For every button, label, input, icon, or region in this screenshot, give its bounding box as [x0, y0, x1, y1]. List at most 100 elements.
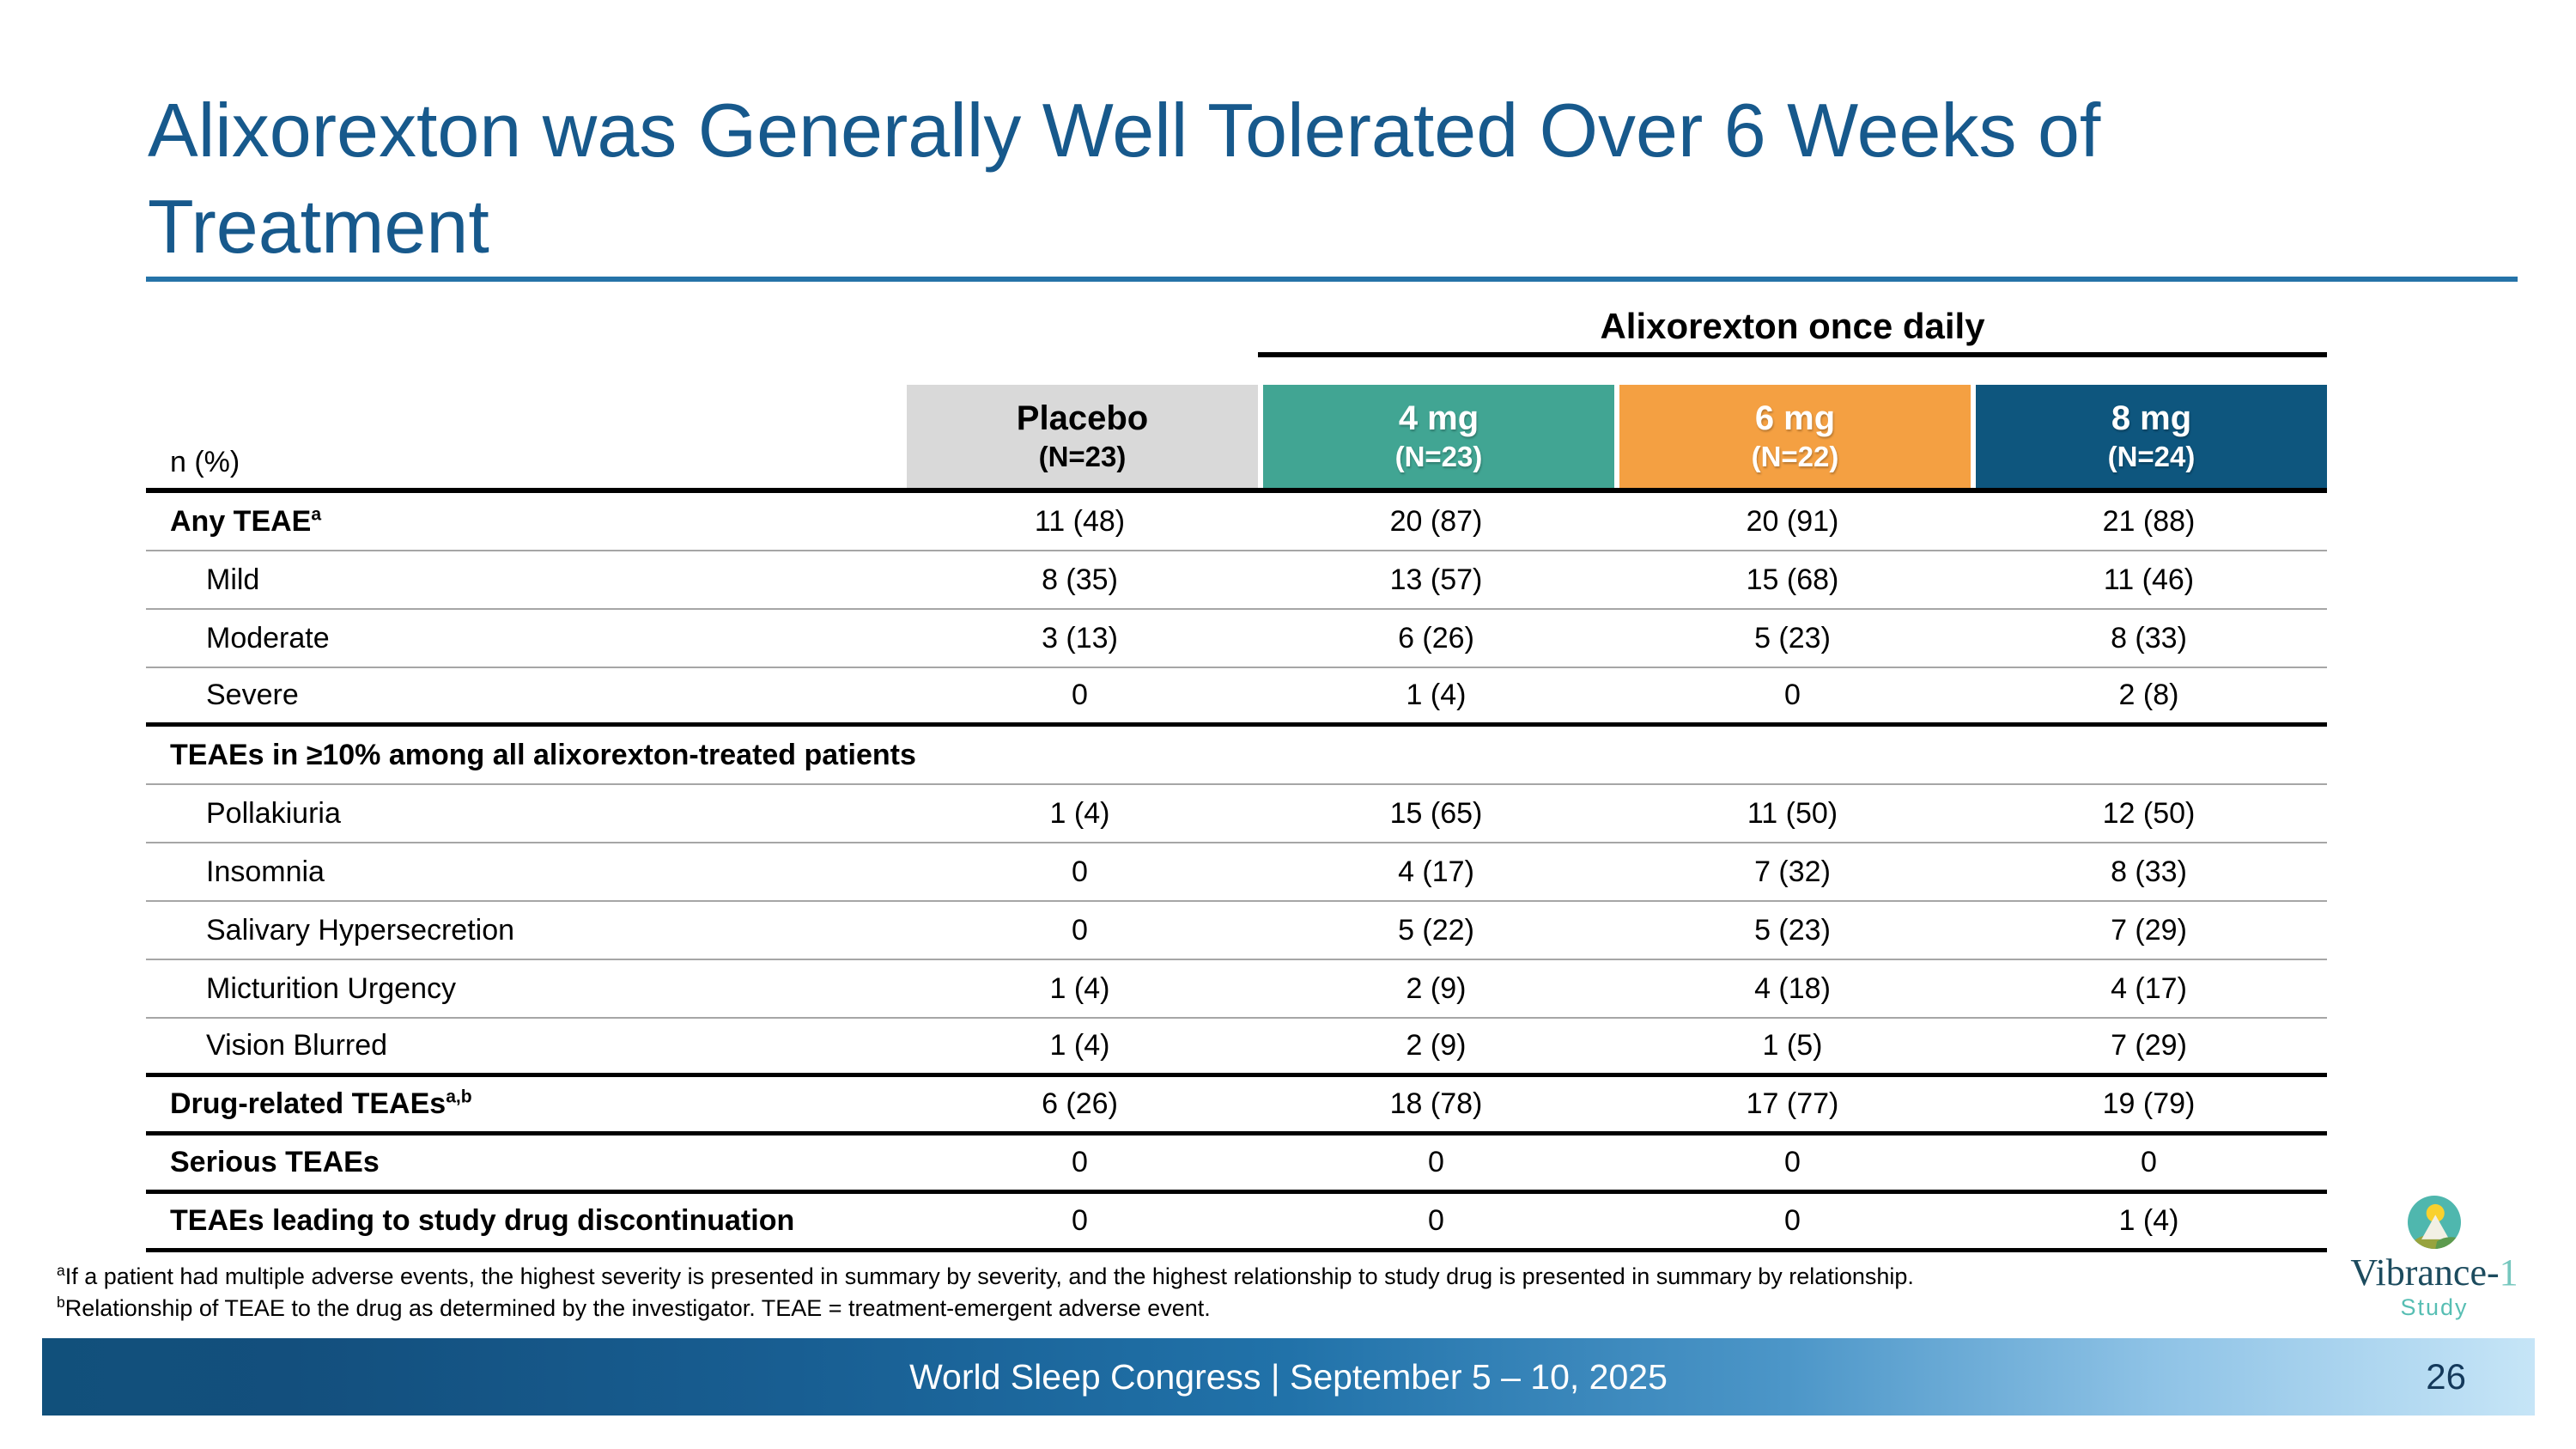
row-label: Vision Blurred: [146, 1029, 902, 1062]
column-header-4mg: 4 mg (N=23): [1258, 385, 1614, 488]
column-header-8mg: 8 mg (N=24): [1971, 385, 2327, 488]
header-gap: [146, 357, 2327, 385]
table-cell: 0: [1428, 1146, 1444, 1178]
table-row: Any TEAEa 11 (48) 20 (87) 20 (91) 21 (88): [146, 493, 2327, 551]
table-cell: 7 (32): [1754, 855, 1831, 888]
table-cell: 7 (29): [2111, 913, 2187, 947]
table-cell: 8 (33): [2111, 621, 2187, 654]
column-label: Placebo: [1016, 399, 1149, 437]
table-cell: 0: [1072, 1204, 1088, 1237]
row-label-text: Micturition Urgency: [206, 971, 456, 1005]
table-cell: 18 (78): [1389, 1087, 1483, 1120]
table-cell: 2 (9): [1406, 1029, 1467, 1062]
table-row: Serious TEAEs 0 0 0 0: [146, 1135, 2327, 1194]
column-label: 6 mg: [1754, 399, 1836, 437]
table-body: Any TEAEa 11 (48) 20 (87) 20 (91) 21 (88) Mil…: [146, 493, 2327, 1252]
table-row: Vision Blurred 1 (4) 2 (9) 1 (5) 7 (29): [146, 1019, 2327, 1077]
row-label-header: n (%): [170, 446, 240, 478]
footnote-b-marker: b: [57, 1294, 65, 1311]
table-cell: 1 (4): [1049, 971, 1110, 1005]
table-cell: 0: [1428, 1204, 1444, 1237]
table-cell: 15 (65): [1389, 796, 1483, 830]
table-row: Insomnia 0 4 (17) 7 (32) 8 (33): [146, 843, 2327, 902]
table-cell: 0: [1072, 855, 1088, 888]
footnotes: aIf a patient had multiple adverse event…: [57, 1261, 1914, 1324]
table-row: Pollakiuria 1 (4) 15 (65) 11 (50) 12 (50): [146, 785, 2327, 843]
table-cell: 19 (79): [2102, 1087, 2196, 1120]
table-cell: 8 (33): [2111, 855, 2187, 888]
row-label: Severe: [146, 679, 902, 712]
table-row: Mild 8 (35) 13 (57) 15 (68) 11 (46): [146, 551, 2327, 610]
row-label-text: Mild: [206, 563, 260, 596]
table-cell: 0: [1784, 1204, 1801, 1237]
table-cell: 1 (4): [2118, 1204, 2179, 1237]
table-cell: 5 (22): [1398, 913, 1474, 947]
table-cell: 2 (9): [1406, 971, 1467, 1005]
table-cell: 0: [1784, 679, 1801, 711]
table-row: Moderate 3 (13) 6 (26) 5 (23) 8 (33): [146, 610, 2327, 668]
row-label: Micturition Urgency: [146, 972, 902, 1006]
row-label: TEAEs leading to study drug discontinuat…: [146, 1204, 902, 1238]
column-header-placebo: Placebo (N=23): [902, 385, 1258, 488]
table-row: Severe 0 1 (4) 0 2 (8): [146, 668, 2327, 727]
table-header-row: n (%) Placebo (N=23) 4 mg (N=23) 6 mg (N…: [146, 385, 2327, 488]
group-header-underline: [1258, 352, 2327, 357]
table-cell: 7 (29): [2111, 1029, 2187, 1062]
row-label-text: Severe: [206, 679, 299, 711]
table-cell: 0: [1072, 1146, 1088, 1178]
logo-name-suffix: 1: [2499, 1251, 2518, 1294]
logo-name-main: Vibrance-: [2350, 1251, 2500, 1294]
logo-name: Vibrance-1: [2310, 1253, 2559, 1293]
footnote-a: aIf a patient had multiple adverse event…: [57, 1261, 1914, 1293]
row-label: Any TEAEa: [146, 505, 902, 539]
header-divider: [146, 488, 2327, 493]
vibrance-study-logo: Vibrance-1 Study: [2310, 1196, 2559, 1322]
row-label-text: Insomnia: [206, 855, 325, 888]
footer-bar: World Sleep Congress | September 5 – 10,…: [42, 1338, 2535, 1416]
group-header-label: Alixorexton once daily: [1600, 306, 1985, 346]
row-label-text: Moderate: [206, 621, 330, 654]
footnote-b-text: Relationship of TEAE to the drug as dete…: [64, 1295, 1211, 1321]
table-cell: 11 (48): [1034, 504, 1126, 538]
row-label: Serious TEAEs: [146, 1146, 902, 1179]
row-label-superscript: a,b: [446, 1087, 472, 1107]
row-label-text: TEAEs leading to study drug discontinuat…: [170, 1204, 795, 1237]
table-row: TEAEs in ≥10% among all alixorexton-trea…: [146, 727, 2327, 785]
row-label-text: Serious TEAEs: [170, 1146, 380, 1178]
column-label: 4 mg: [1398, 399, 1479, 437]
table-cell: 21 (88): [2102, 504, 2196, 538]
column-n: (N=24): [2107, 441, 2196, 472]
logo-subtitle: Study: [2400, 1294, 2469, 1320]
table-cell: 2 (8): [2118, 679, 2179, 711]
table-cell: 0: [1072, 913, 1088, 947]
row-label-text: Drug-related TEAEs: [170, 1087, 447, 1120]
footnote-b: bRelationship of TEAE to the drug as det…: [57, 1293, 1914, 1324]
table-cell: 15 (68): [1746, 563, 1839, 596]
table-cell: 20 (87): [1389, 504, 1483, 538]
table-row: Micturition Urgency 1 (4) 2 (9) 4 (18) 4 (17…: [146, 960, 2327, 1019]
table-cell: 12 (50): [2102, 796, 2196, 830]
column-n: (N=23): [1038, 441, 1127, 472]
table-cell: 8 (35): [1042, 563, 1118, 596]
table-cell: 17 (77): [1746, 1087, 1839, 1120]
row-label-text: Any TEAE: [170, 504, 312, 538]
row-label: TEAEs in ≥10% among all alixorexton-trea…: [146, 739, 2327, 772]
row-label: Pollakiuria: [146, 797, 902, 831]
table-cell: 4 (18): [1754, 971, 1831, 1005]
title-divider: [146, 277, 2518, 282]
row-label-text: Pollakiuria: [206, 796, 341, 830]
table-cell: 5 (23): [1754, 621, 1831, 654]
page-title: Alixorexton was Generally Well Tolerated…: [148, 88, 2101, 269]
column-header-6mg: 6 mg (N=22): [1614, 385, 1971, 488]
table-cell: 20 (91): [1746, 504, 1839, 538]
table-cell: 5 (23): [1754, 913, 1831, 947]
row-label-text: Vision Blurred: [206, 1029, 388, 1062]
footnote-a-text: If a patient had multiple adverse events…: [64, 1263, 1914, 1289]
row-label: Salivary Hypersecretion: [146, 914, 902, 947]
row-label-superscript: a: [311, 504, 322, 525]
table-cell: 6 (26): [1398, 621, 1474, 654]
table-row: TEAEs leading to study drug discontinuat…: [146, 1194, 2327, 1252]
vibrance-logo-icon: [2408, 1196, 2461, 1249]
row-label-text: TEAEs in ≥10% among all alixorexton-trea…: [170, 738, 916, 771]
